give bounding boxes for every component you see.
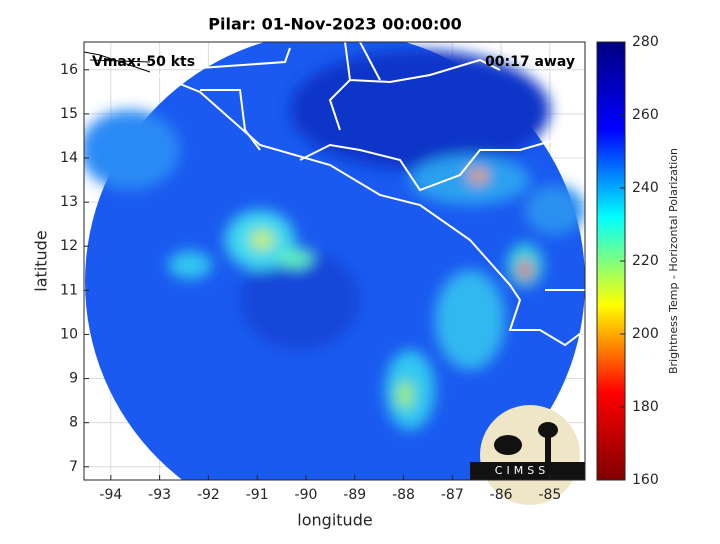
x-tick-label: -85 xyxy=(538,487,561,503)
colorbar-tick-label: 220 xyxy=(632,253,659,269)
y-tick-label: 11 xyxy=(60,282,78,298)
logo-text: CIMSS xyxy=(495,464,549,477)
y-tick-label: 8 xyxy=(69,415,78,431)
x-tick-label: -90 xyxy=(295,487,318,503)
colorbar-tick-label: 240 xyxy=(632,180,659,196)
y-axis-label: latitude xyxy=(32,230,51,291)
title: Pilar: 01-Nov-2023 00:00:00 xyxy=(208,15,461,34)
x-tick-label: -87 xyxy=(441,487,464,503)
x-tick-label: -93 xyxy=(148,487,171,503)
colorbar-tick-label: 200 xyxy=(632,326,659,342)
y-tick-label: 12 xyxy=(60,238,78,254)
x-axis-label: longitude xyxy=(297,511,372,530)
x-tick-label: -88 xyxy=(392,487,415,503)
y-tick-label: 14 xyxy=(60,150,78,166)
y-tick-label: 10 xyxy=(60,326,78,342)
y-tick-label: 13 xyxy=(60,194,78,210)
y-tick-label: 15 xyxy=(60,106,78,122)
plot-frame xyxy=(83,41,586,481)
colorbar-tick-label: 180 xyxy=(632,399,659,415)
annotation: Vmax: 50 kts xyxy=(92,54,195,70)
colorbar-tick-label: 280 xyxy=(632,34,659,50)
x-tick-label: -92 xyxy=(197,487,220,503)
colorbar-tick-label: 260 xyxy=(632,107,659,123)
x-tick-label: -91 xyxy=(246,487,269,503)
y-tick-label: 16 xyxy=(60,62,78,78)
colorbar-label: Brightness Temp - Horizontal Polarizatio… xyxy=(667,148,680,374)
y-tick-label: 7 xyxy=(69,459,78,475)
y-tick-label: 9 xyxy=(69,371,78,387)
x-tick-label: -94 xyxy=(99,487,122,503)
radar-image xyxy=(84,42,585,480)
x-tick-label: -89 xyxy=(343,487,366,503)
colorbar-tick-label: 160 xyxy=(632,472,659,488)
x-tick-label: -86 xyxy=(490,487,513,503)
annotation: 00:17 away xyxy=(485,54,575,70)
